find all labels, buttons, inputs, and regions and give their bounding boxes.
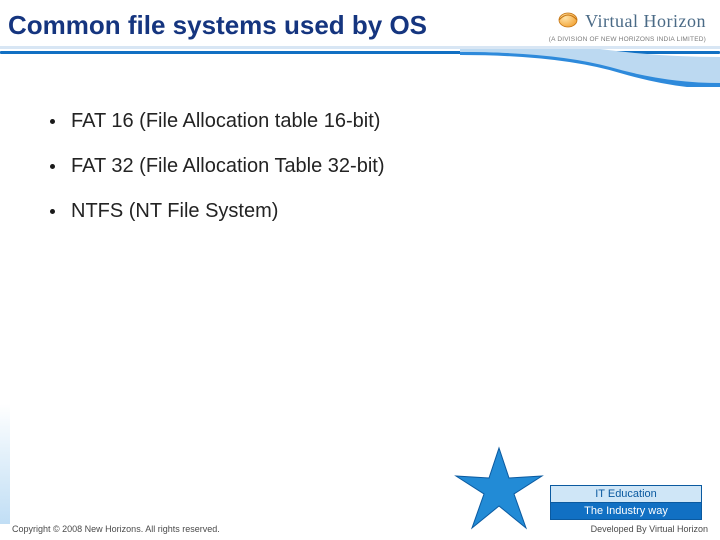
list-item: FAT 16 (File Allocation table 16-bit) [50,110,660,133]
footer-badge: IT Education The Industry way [550,485,702,520]
bullet-text: FAT 16 (File Allocation table 16-bit) [71,110,380,133]
logo-subtitle: (A DIVISION OF NEW HORIZONS INDIA LIMITE… [549,36,706,43]
badge-row-2: The Industry way [550,502,702,520]
bullet-icon [50,209,55,214]
logo-name: Virtual Horizon [585,11,706,32]
bullet-icon [50,119,55,124]
globe-icon [557,8,579,35]
slide: Common file systems used by OS Virtual H… [0,0,720,540]
footer: IT Education The Industry way Copyright … [0,488,720,540]
header-curve-decoration [460,49,720,87]
list-item: FAT 32 (File Allocation Table 32-bit) [50,155,660,178]
bullet-text: NTFS (NT File System) [71,200,278,223]
developer-credit: Developed By Virtual Horizon [591,524,708,534]
copyright-text: Copyright © 2008 New Horizons. All right… [12,524,220,534]
header-divider [0,46,720,54]
bullet-list: FAT 16 (File Allocation table 16-bit) FA… [50,110,660,245]
bullet-text: FAT 32 (File Allocation Table 32-bit) [71,155,385,178]
star-icon [454,446,544,534]
list-item: NTFS (NT File System) [50,200,660,223]
page-title: Common file systems used by OS [8,10,427,41]
badge-row-1: IT Education [550,485,702,502]
brand-logo: Virtual Horizon (A DIVISION OF NEW HORIZ… [549,8,706,43]
bullet-icon [50,164,55,169]
